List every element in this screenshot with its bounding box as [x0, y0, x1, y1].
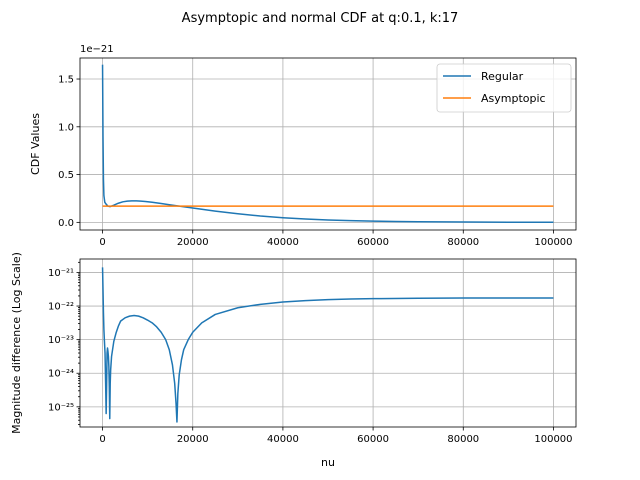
legend: Regular Asymptopic — [436, 63, 572, 113]
top-x-tick-label: 80000 — [447, 237, 479, 248]
bottom-y-axis-label: Magnitude difference (Log Scale) — [10, 252, 23, 434]
bottom-x-tick-label: 40000 — [267, 434, 299, 445]
top-x-tick-label: 100000 — [534, 237, 572, 248]
bottom-x-tick-label: 20000 — [177, 434, 209, 445]
bottom-subplot: 0 20000 40000 60000 80000 100000 10⁻²⁵ 10⁻²⁴ 10⁻… — [10, 252, 577, 469]
bottom-x-tick-label: 0 — [99, 434, 105, 445]
bottom-x-axis-label: nu — [321, 456, 335, 469]
top-x-tick-label: 40000 — [267, 237, 299, 248]
bottom-y-tick-label: 10⁻²⁵ — [48, 402, 74, 413]
bottom-y-tick-label: 10⁻²¹ — [48, 268, 74, 279]
bottom-series-difference-line — [101, 267, 554, 423]
bottom-y-tick-label: 10⁻²⁴ — [48, 369, 74, 380]
bottom-grid — [80, 259, 576, 427]
figure-suptitle: Asymptopic and normal CDF at q:0.1, k:17 — [182, 11, 459, 26]
bottom-ticks: 0 20000 40000 60000 80000 100000 10⁻²⁵ 10⁻²⁴ 10⁻… — [48, 261, 573, 445]
top-x-tick-label: 60000 — [357, 237, 389, 248]
bottom-x-tick-label: 80000 — [447, 434, 479, 445]
bottom-y-tick-label: 10⁻²² — [48, 302, 74, 313]
bottom-axes-frame — [79, 258, 577, 428]
top-y-tick-label: 1.0 — [58, 122, 74, 133]
top-y-tick-label: 0.0 — [58, 218, 74, 229]
top-axes-frame — [79, 57, 577, 231]
top-ticks: 0 20000 40000 60000 80000 100000 0.0 0.5 1.0 1.5 — [58, 75, 572, 248]
top-x-tick-label: 20000 — [177, 237, 209, 248]
legend-regular-label: Regular — [481, 70, 524, 83]
bottom-x-tick-label: 60000 — [357, 434, 389, 445]
legend-asymptopic-label: Asymptopic — [481, 92, 546, 105]
bottom-x-tick-label: 100000 — [534, 434, 572, 445]
top-x-tick-label: 0 — [99, 237, 105, 248]
top-y-offset-text: 1e−21 — [80, 44, 114, 55]
bottom-series-lines — [101, 267, 554, 423]
top-subplot: 0 20000 40000 60000 80000 1000000.00.51.01.5 … — [29, 44, 577, 248]
bottom-y-tick-label: 10⁻²³ — [48, 335, 74, 346]
top-y-tick-label: 0.5 — [58, 170, 74, 181]
top-y-tick-label: 1.5 — [58, 75, 74, 86]
top-y-axis-label: CDF Values — [29, 113, 42, 175]
top-series-lines — [101, 64, 554, 224]
